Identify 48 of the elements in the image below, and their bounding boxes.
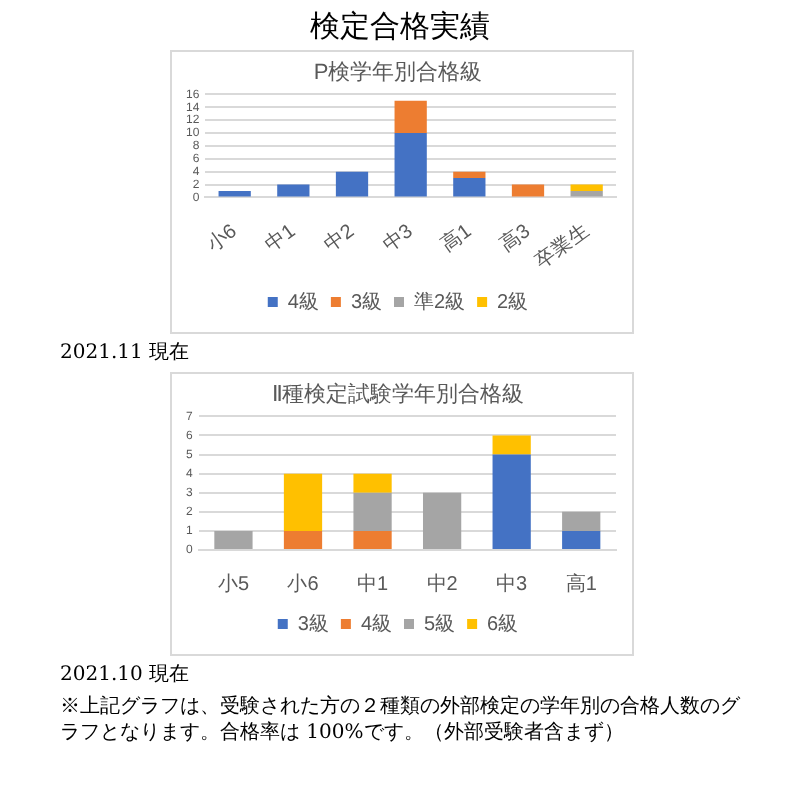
- x-tick-label: 中3: [378, 218, 419, 257]
- text: 2021.10 現在: [60, 662, 192, 688]
- legend-label: 2級: [497, 291, 529, 314]
- bar: [562, 511, 601, 531]
- bar: [335, 171, 369, 197]
- x-tick-label: 高1: [565, 571, 598, 596]
- x-tick-label: 高3: [495, 218, 536, 257]
- chart-title: P検学年別合格級: [313, 59, 483, 86]
- x-tick-label: 中1: [357, 571, 389, 596]
- legend-label: 5級: [424, 613, 456, 636]
- bar: [492, 435, 531, 455]
- bar: [453, 178, 486, 197]
- text: 検定合格実績: [308, 8, 492, 46]
- text: ※上記グラフは、受験された方の２種類の外部検定の学年別の合格人数のグラフとなります。合格率は 100%です。（外部受験者含まず）: [60, 694, 740, 746]
- bar: [277, 184, 310, 197]
- legend-label: 3級: [297, 613, 329, 636]
- x-tick-label: 高1: [436, 218, 477, 257]
- bar: [492, 454, 531, 549]
- bar: [570, 191, 603, 197]
- bar: [394, 133, 427, 197]
- bar: [353, 473, 392, 493]
- bar: [562, 530, 601, 549]
- bar: [283, 473, 323, 531]
- bar: [394, 100, 427, 134]
- x-tick-label: 中1: [260, 218, 301, 257]
- legend-label: 6級: [487, 613, 519, 636]
- bar: [214, 530, 253, 549]
- chart-title: Ⅱ種検定試験学年別合格級: [272, 381, 524, 408]
- bar: [353, 530, 392, 549]
- x-tick-label: 小6: [287, 571, 320, 596]
- x-tick-label: 小5: [217, 571, 250, 596]
- legend-label: 4級: [287, 291, 319, 314]
- x-tick-label: 中3: [496, 571, 529, 596]
- x-tick-label: 小6: [202, 218, 243, 257]
- legend-label: 4級: [360, 613, 392, 636]
- legend-label: 準2級: [414, 289, 466, 314]
- x-tick-label: 中2: [319, 218, 360, 257]
- text: 2021.11 現在: [60, 340, 192, 366]
- bar: [453, 171, 486, 179]
- legend-label: 3級: [350, 291, 382, 314]
- bar: [218, 191, 251, 197]
- bar: [511, 184, 545, 197]
- bar: [283, 530, 323, 549]
- bar: [570, 184, 603, 191]
- x-tick-label: 中2: [426, 571, 459, 596]
- bar: [422, 492, 462, 549]
- bar: [353, 492, 392, 531]
- x-tick-label: 卒業生: [530, 219, 594, 274]
